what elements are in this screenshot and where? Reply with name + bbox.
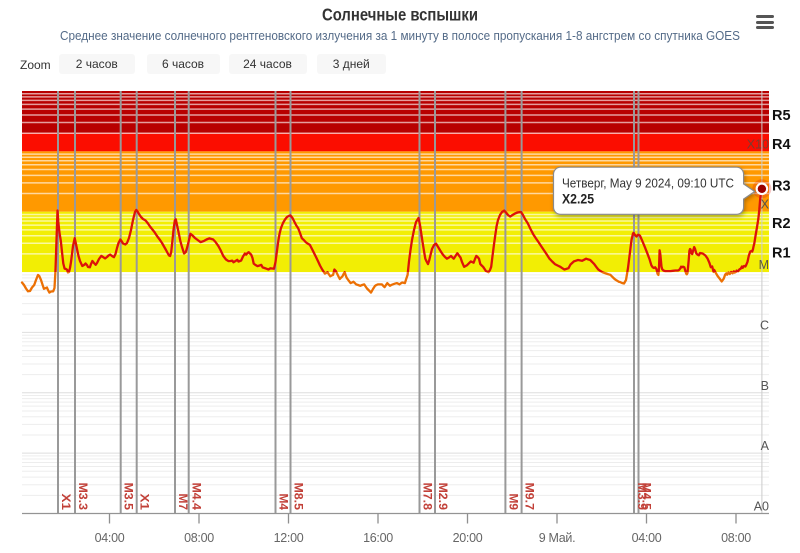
svg-text:M8.5: M8.5	[292, 483, 306, 511]
svg-text:12:00: 12:00	[274, 531, 304, 545]
svg-text:M3.3: M3.3	[76, 483, 90, 511]
svg-text:R5: R5	[772, 108, 791, 124]
svg-text:R1: R1	[772, 245, 791, 261]
svg-text:R2: R2	[772, 216, 791, 232]
svg-text:20:00: 20:00	[453, 531, 483, 545]
svg-text:08:00: 08:00	[184, 531, 214, 545]
svg-text:A0: A0	[754, 500, 769, 514]
svg-text:M4.5: M4.5	[640, 483, 654, 511]
svg-text:M3.9: M3.9	[635, 483, 649, 511]
svg-text:R4: R4	[772, 137, 791, 153]
svg-text:M3.5: M3.5	[122, 483, 136, 511]
svg-text:M4.4: M4.4	[190, 483, 204, 511]
svg-text:C: C	[760, 318, 769, 332]
svg-text:08:00: 08:00	[721, 531, 751, 545]
svg-text:R3: R3	[772, 178, 791, 194]
svg-text:Солнечные вспышки: Солнечные вспышки	[322, 5, 478, 25]
svg-text:Четверг, May 9 2024, 09:10 UTC: Четверг, May 9 2024, 09:10 UTC	[562, 176, 734, 191]
svg-text:B: B	[761, 379, 769, 393]
svg-text:A: A	[761, 439, 770, 453]
svg-text:X2.25: X2.25	[562, 192, 594, 207]
svg-text:X1: X1	[138, 494, 152, 511]
svg-text:X: X	[761, 198, 770, 212]
svg-text:M4: M4	[277, 494, 291, 511]
svg-text:04:00: 04:00	[632, 531, 662, 545]
svg-text:M7: M7	[176, 494, 190, 511]
svg-text:M2.9: M2.9	[436, 483, 450, 511]
svg-text:M: M	[759, 258, 769, 272]
svg-text:Среднее значение солнечного ре: Среднее значение солнечного рентгеновско…	[60, 29, 740, 43]
svg-text:M9.7: M9.7	[523, 483, 537, 511]
svg-text:M9: M9	[506, 493, 520, 510]
svg-text:X1: X1	[59, 494, 73, 511]
svg-text:16:00: 16:00	[363, 531, 393, 545]
svg-text:04:00: 04:00	[95, 531, 125, 545]
svg-text:9 Май.: 9 Май.	[539, 531, 576, 545]
svg-text:X10: X10	[747, 137, 769, 151]
svg-text:M7.8: M7.8	[421, 483, 435, 511]
